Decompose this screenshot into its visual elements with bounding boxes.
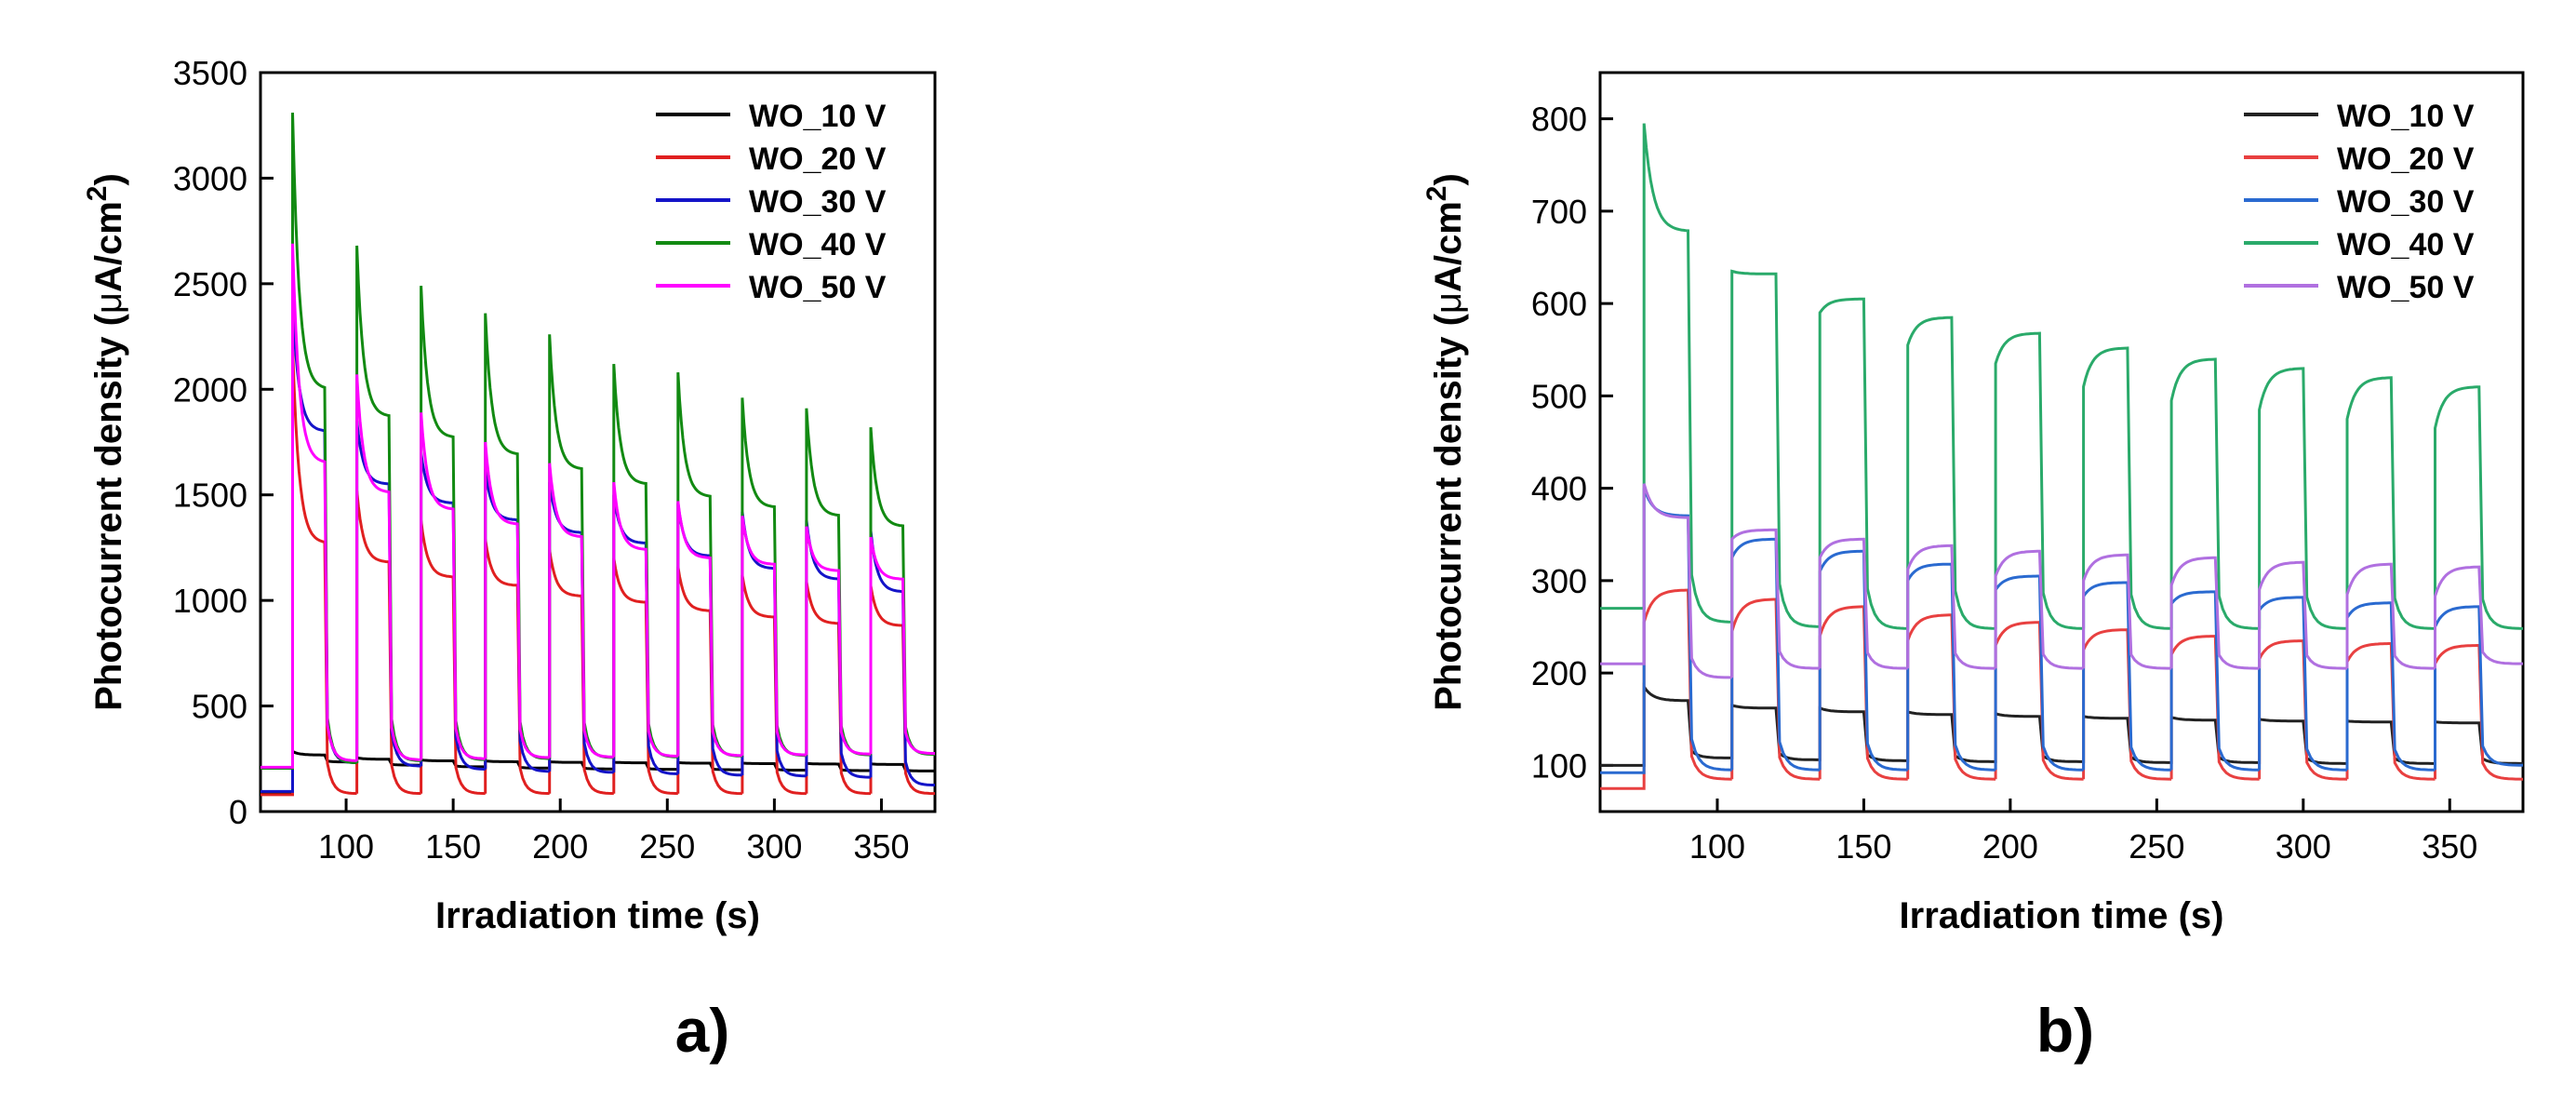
series-line-wo-10-v [1600,682,2523,767]
legend-label: WO_30 V [2337,184,2475,220]
x-tick-label: 350 [2422,827,2477,866]
legend-label: WO_20 V [2337,141,2475,177]
x-axis-label: Irradiation time (s) [435,895,760,936]
legend-label: WO_10 V [749,99,887,134]
y-tick-label: 2000 [173,370,247,409]
legend-label: WO_20 V [749,141,887,177]
x-tick-label: 100 [1689,827,1745,866]
x-axis-label: Irradiation time (s) [1900,895,2224,936]
y-tick-label: 800 [1531,101,1587,139]
x-tick-label: 200 [532,827,588,866]
y-tick-label: 1500 [173,477,247,515]
panel-label: b) [2036,996,2094,1065]
y-tick-label: 400 [1531,470,1587,508]
series-line-wo-30-v [1600,488,2523,774]
y-tick-label: 100 [1531,746,1587,785]
legend-label: WO_30 V [749,184,887,220]
x-tick-label: 200 [1982,827,2038,866]
plot-frame [1598,71,2525,813]
series-line-wo-20-v [1600,588,2523,790]
y-tick-label: 500 [1531,377,1587,415]
series-line-wo-50-v [260,243,935,769]
y-tick-label: 500 [192,688,247,726]
legend-label: WO_40 V [749,227,887,262]
x-tick-label: 100 [318,827,374,866]
legend-label: WO_10 V [2337,99,2475,134]
y-tick-label: 700 [1531,193,1587,231]
y-axis-label: Photocurrent density (μA/cm2) [82,173,129,711]
y-tick-label: 3000 [173,159,247,197]
y-tick-label: 3500 [173,54,247,92]
x-tick-label: 250 [2129,827,2184,866]
y-tick-label: 600 [1531,285,1587,323]
plot-frame [259,71,937,813]
legend-label: WO_50 V [2337,270,2475,305]
series-line-wo-30-v [260,304,935,793]
legend-label: WO_40 V [2337,227,2475,262]
y-axis-label: Photocurrent density (μA/cm2) [1421,173,1469,711]
legend: WO_10 V WO_20 V WO_30 V WO_40 V WO_50 V [656,99,887,305]
x-tick-label: 150 [1835,827,1891,866]
series-line-wo-10-v [260,748,935,796]
x-tick-label: 150 [425,827,481,866]
y-tick-label: 2500 [173,265,247,303]
x-tick-label: 300 [2276,827,2331,866]
x-tick-label: 300 [746,827,802,866]
panel-label: a) [675,996,730,1065]
y-tick-label: 300 [1531,562,1587,600]
series-line-wo-50-v [1600,483,2523,679]
y-tick-label: 1000 [173,582,247,620]
y-tick-label: 0 [229,793,247,831]
chart-panel-a: a) 0 500 1000 1500 2000 2500 3000 3500 100 150 200… [82,54,937,1065]
legend: WO_10 V WO_20 V WO_30 V WO_40 V WO_50 V [2244,99,2475,305]
x-tick-label: 350 [853,827,909,866]
legend-label: WO_50 V [749,270,887,305]
y-tick-label: 200 [1531,654,1587,692]
x-tick-label: 250 [639,827,695,866]
chart-panel-b: b) 100 200 300 400 500 600 700 800 100 150 200 250 3… [1421,71,2525,1065]
